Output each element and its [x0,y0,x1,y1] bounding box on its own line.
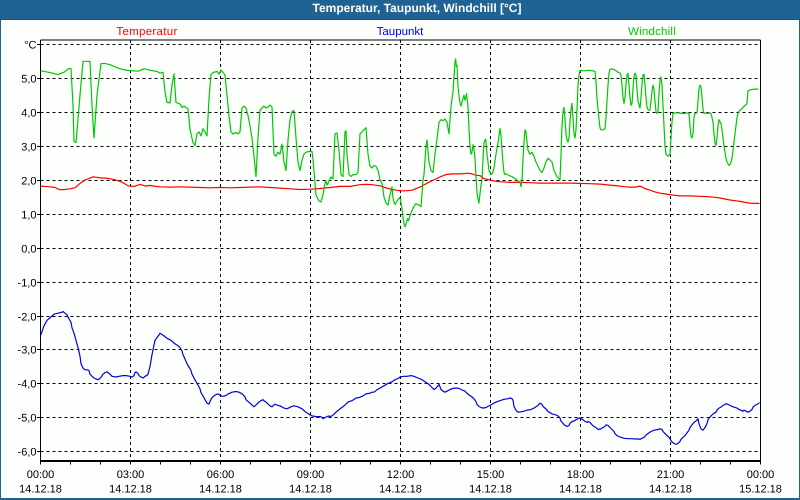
svg-text:-6,0: -6,0 [18,447,37,459]
svg-text:14.12.18: 14.12.18 [109,484,152,496]
svg-text:-5,0: -5,0 [18,413,37,425]
svg-text:5,0: 5,0 [21,74,36,86]
svg-text:18:00: 18:00 [567,469,595,481]
svg-text:14.12.18: 14.12.18 [559,484,602,496]
svg-text:14.12.18: 14.12.18 [379,484,422,496]
svg-text:14.12.18: 14.12.18 [469,484,512,496]
svg-text:14.12.18: 14.12.18 [199,484,242,496]
svg-text:14.12.18: 14.12.18 [19,484,62,496]
svg-text:°C: °C [24,40,36,52]
svg-text:03:00: 03:00 [117,469,145,481]
svg-text:14.12.18: 14.12.18 [649,484,692,496]
svg-text:Taupunkt: Taupunkt [377,26,424,38]
svg-text:21:00: 21:00 [657,469,685,481]
svg-text:-2,0: -2,0 [18,312,37,324]
svg-text:Windchill: Windchill [628,26,676,38]
svg-text:-3,0: -3,0 [18,345,37,357]
svg-text:Temperatur, Taupunkt, Windchil: Temperatur, Taupunkt, Windchill [°C] [313,1,522,15]
svg-text:2,0: 2,0 [21,176,36,188]
svg-text:1,0: 1,0 [21,210,36,222]
svg-text:-4,0: -4,0 [18,379,37,391]
svg-text:00:00: 00:00 [27,469,55,481]
svg-text:-1,0: -1,0 [18,278,37,290]
svg-text:00:00: 00:00 [747,469,775,481]
svg-text:3,0: 3,0 [21,142,36,154]
svg-text:09:00: 09:00 [297,469,325,481]
svg-text:06:00: 06:00 [207,469,235,481]
svg-text:Temperatur: Temperatur [116,26,177,38]
svg-text:15:00: 15:00 [477,469,505,481]
svg-text:4,0: 4,0 [21,108,36,120]
svg-text:14.12.18: 14.12.18 [289,484,332,496]
svg-text:12:00: 12:00 [387,469,415,481]
svg-text:0,0: 0,0 [21,244,36,256]
svg-text:15.12.18: 15.12.18 [739,484,782,496]
